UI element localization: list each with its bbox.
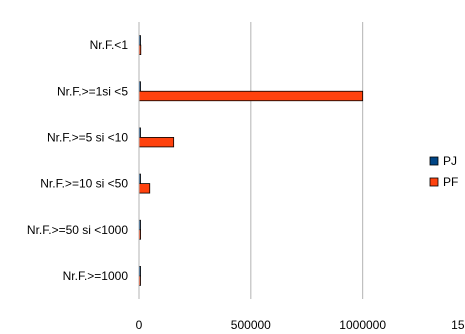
category-label: Nr.F.>=10 si <50 bbox=[40, 177, 128, 191]
bar-pf bbox=[138, 137, 175, 148]
bar-pf bbox=[138, 90, 364, 102]
category-label: Nr.F.>=1000 bbox=[63, 269, 129, 283]
category-label: Nr.F.<1 bbox=[90, 38, 129, 52]
x-tick-label: 1000000 bbox=[339, 318, 386, 332]
x-tick-label: 1500000 bbox=[451, 318, 465, 332]
category-label: Nr.F.>=1si <5 bbox=[57, 84, 128, 98]
legend-label: PJ bbox=[443, 154, 457, 168]
category-labels: Nr.F.<1 Nr.F.>=1si <5 Nr.F.>=5 si <10 Nr.F.… bbox=[27, 38, 128, 283]
x-tick-label: 500000 bbox=[231, 318, 271, 332]
category-label: Nr.F.>=5 si <10 bbox=[47, 130, 128, 144]
legend-swatch-pj bbox=[429, 156, 439, 166]
x-tick-label: 0 bbox=[136, 318, 143, 332]
bar-pf bbox=[138, 183, 151, 194]
legend: PJ PF bbox=[429, 154, 458, 189]
category-label: Nr.F.>=50 si <1000 bbox=[27, 223, 128, 237]
legend-label: PF bbox=[443, 175, 458, 189]
x-tick-labels: 0 500000 1000000 1500000 bbox=[136, 318, 465, 332]
gridlines bbox=[250, 22, 364, 299]
legend-swatch-pf bbox=[429, 177, 439, 187]
